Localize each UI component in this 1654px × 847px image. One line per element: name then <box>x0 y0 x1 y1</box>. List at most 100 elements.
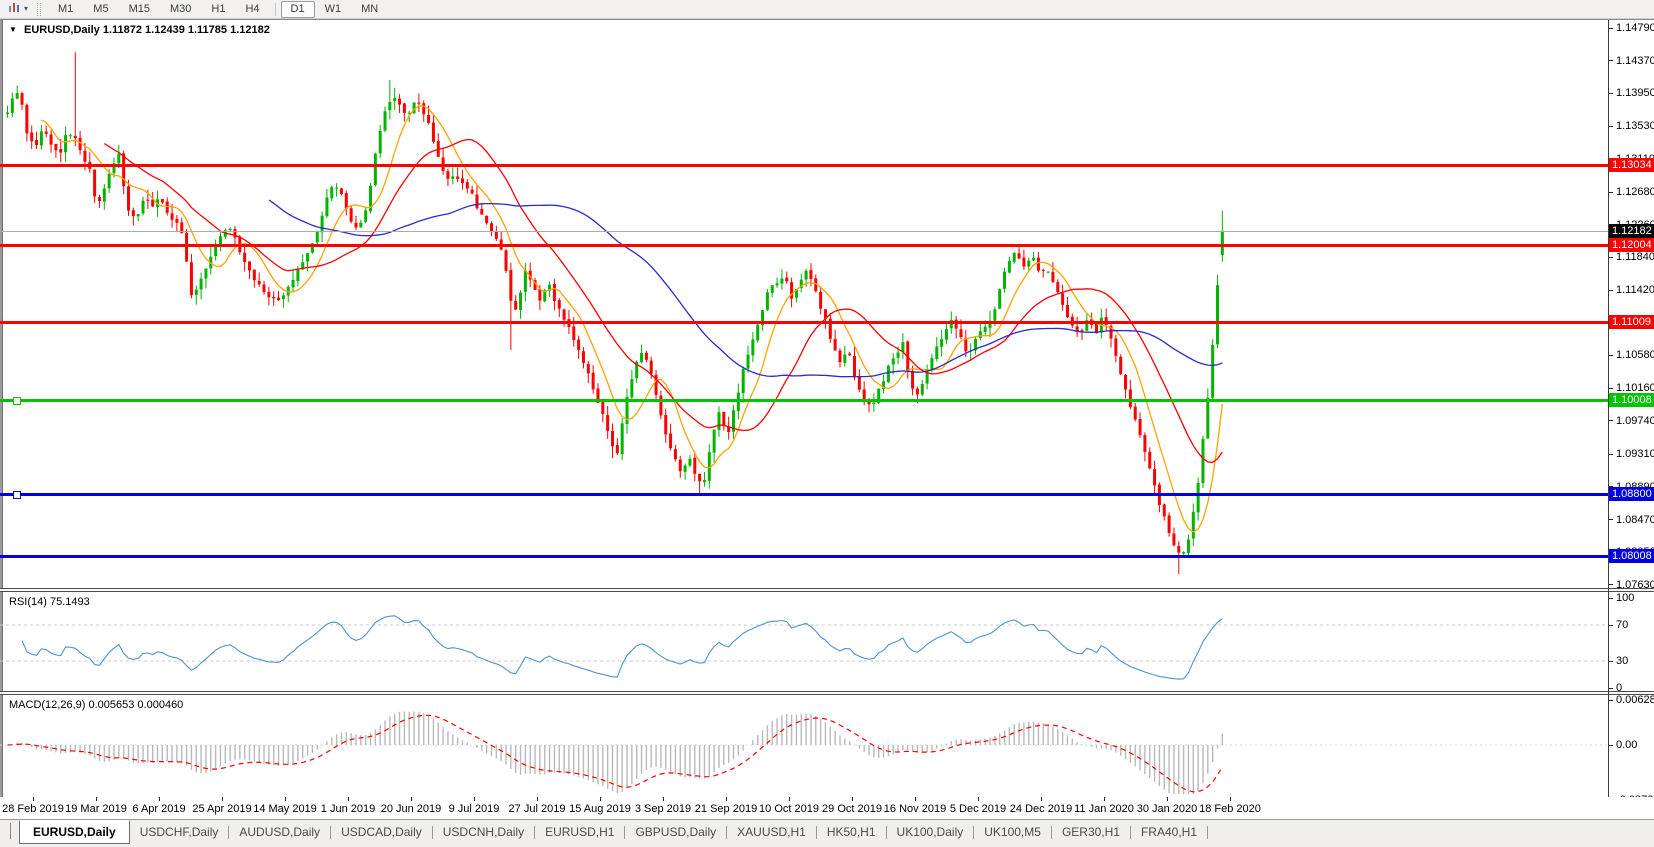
timeframes-toolbar-button[interactable]: ▾ <box>5 0 31 19</box>
axis-tick-label: 0 <box>1616 682 1623 694</box>
tab-uk100-daily[interactable]: UK100,Daily <box>896 825 964 839</box>
tab-separator <box>1207 826 1208 839</box>
axis-tick <box>1608 191 1613 193</box>
tab-hk50-h1[interactable]: HK50,H1 <box>826 825 876 839</box>
tab-separator <box>726 826 728 839</box>
current-price-line <box>0 230 1608 232</box>
axis-tick-label: 70 <box>1616 619 1629 631</box>
line-handle[interactable] <box>13 490 21 499</box>
date-label: 14 May 2019 <box>253 803 317 815</box>
current-price-tag: 1.12182 <box>1609 223 1654 238</box>
date-tick <box>411 797 412 801</box>
pane-splitter[interactable] <box>0 588 1654 592</box>
timeframe-button-w1[interactable]: W1 <box>324 2 342 15</box>
tab-separator <box>330 826 332 839</box>
date-tick <box>663 797 664 801</box>
price-tag-1.12004: 1.12004 <box>1609 237 1654 252</box>
axis-tick-label: 1.11420 <box>1616 284 1654 297</box>
date-label: 21 Sep 2019 <box>694 803 758 815</box>
tab-ger30-h1[interactable]: GER30,H1 <box>1061 825 1120 839</box>
date-label: 16 Nov 2019 <box>883 803 947 815</box>
horizontal-line-1.11009[interactable] <box>0 321 1608 325</box>
date-tick <box>474 797 475 801</box>
date-tick <box>537 797 538 801</box>
pane-splitter[interactable] <box>0 691 1654 695</box>
tab-separator <box>228 826 230 839</box>
horizontal-line-1.10008[interactable] <box>0 398 1608 402</box>
chart-symbol: EURUSD,Daily <box>23 24 100 36</box>
tab-eurusd-daily[interactable]: EURUSD,Daily <box>19 820 130 844</box>
date-label: 6 Apr 2019 <box>132 803 186 815</box>
axis-tick <box>1608 256 1613 258</box>
tab-separator <box>431 826 433 839</box>
axis-tick-label: 0.006287 <box>1616 694 1654 707</box>
axis-tick <box>1608 125 1613 127</box>
horizontal-line-1.08008[interactable] <box>0 554 1608 558</box>
chart-window-border <box>0 19 1654 20</box>
tab-gbpusd-daily[interactable]: GBPUSD,Daily <box>635 825 717 839</box>
axis-tick-label: 1.08470 <box>1616 513 1654 526</box>
rsi-value: 75.1493 <box>49 596 90 608</box>
dropdown-caret-icon[interactable]: ▾ <box>24 4 29 13</box>
date-label: 24 Dec 2019 <box>1009 803 1073 815</box>
candlestick-chart[interactable] <box>0 20 1608 588</box>
axis-tick <box>1608 699 1613 701</box>
rsi-indicator-pane[interactable] <box>0 592 1608 691</box>
date-tick <box>1104 797 1105 801</box>
tab-xauusd-h1[interactable]: XAUUSD,H1 <box>737 825 806 839</box>
timeframe-button-d1[interactable]: D1 <box>280 0 315 18</box>
date-label: 9 Jul 2019 <box>448 803 500 815</box>
macd-name: MACD(12,26,9) <box>9 699 86 711</box>
tab-usdcnh-daily[interactable]: USDCNH,Daily <box>442 825 525 839</box>
date-label: 3 Sep 2019 <box>634 803 692 815</box>
timeframe-button-h4[interactable]: H4 <box>245 2 260 15</box>
date-tick <box>1230 797 1231 801</box>
timeframe-button-m30[interactable]: M30 <box>169 2 192 15</box>
axis-tick <box>1608 289 1613 291</box>
tabbar-grip <box>10 823 13 839</box>
tab-separator <box>1050 826 1052 839</box>
date-tick <box>1041 797 1042 801</box>
date-tick <box>726 797 727 801</box>
tab-usdcad-daily[interactable]: USDCAD,Daily <box>341 825 422 839</box>
axis-tick-label: 30 <box>1616 655 1629 667</box>
tab-audusd-daily[interactable]: AUDUSD,Daily <box>239 825 321 839</box>
tab-uk100-m5[interactable]: UK100,M5 <box>984 825 1041 839</box>
date-label: 28 Feb 2019 <box>2 803 64 815</box>
axis-tick <box>1608 354 1613 356</box>
tab-eurusd-h1[interactable]: EURUSD,H1 <box>545 825 615 839</box>
axis-tick-label: 1.07630 <box>1616 578 1654 591</box>
rsi-label: RSI(14) 75.1493 <box>9 596 90 608</box>
horizontal-line-1.12004[interactable] <box>0 243 1608 247</box>
macd-values: 0.005653 0.000460 <box>88 699 184 711</box>
date-label: 1 Jun 2019 <box>320 803 376 815</box>
axis-tick-label: 1.10160 <box>1616 382 1654 395</box>
tab-separator <box>885 826 887 839</box>
toolbar-separator <box>274 2 276 16</box>
tab-fra40-h1[interactable]: FRA40,H1 <box>1140 825 1197 839</box>
chart-tabs-bar: EURUSD,Daily USDCHF,Daily AUDUSD,Daily USDC… <box>0 819 1654 847</box>
axis-tick <box>1608 27 1613 29</box>
horizontal-line-1.08800[interactable] <box>0 492 1608 496</box>
timeframe-buttons: M1 M5 M15 M30 H1 H4 D1 W1 MN <box>48 0 388 18</box>
macd-indicator-pane[interactable] <box>0 695 1608 797</box>
tab-separator <box>1129 826 1131 839</box>
horizontal-line-1.13034[interactable] <box>0 163 1608 167</box>
timeframe-button-m5[interactable]: M5 <box>93 2 109 15</box>
line-handle[interactable] <box>13 396 21 405</box>
timeframe-button-m15[interactable]: M15 <box>128 2 150 15</box>
timeframe-button-h1[interactable]: H1 <box>211 2 226 15</box>
timeframe-button-m1[interactable]: M1 <box>58 2 74 15</box>
tab-separator <box>534 826 536 839</box>
date-tick <box>222 797 223 801</box>
macd-label: MACD(12,26,9) 0.005653 0.000460 <box>9 699 183 711</box>
price-axis-line <box>1608 20 1609 797</box>
tab-usdchf-daily[interactable]: USDCHF,Daily <box>139 825 219 839</box>
date-label: 30 Jan 2020 <box>1136 803 1198 815</box>
axis-tick-label: 1.13950 <box>1616 87 1654 100</box>
axis-tick-label: 1.12680 <box>1616 186 1654 199</box>
date-tick <box>852 797 853 801</box>
axis-tick <box>1608 420 1613 422</box>
timeframe-button-mn[interactable]: MN <box>361 2 379 15</box>
price-tag-1.11009: 1.11009 <box>1609 315 1654 330</box>
